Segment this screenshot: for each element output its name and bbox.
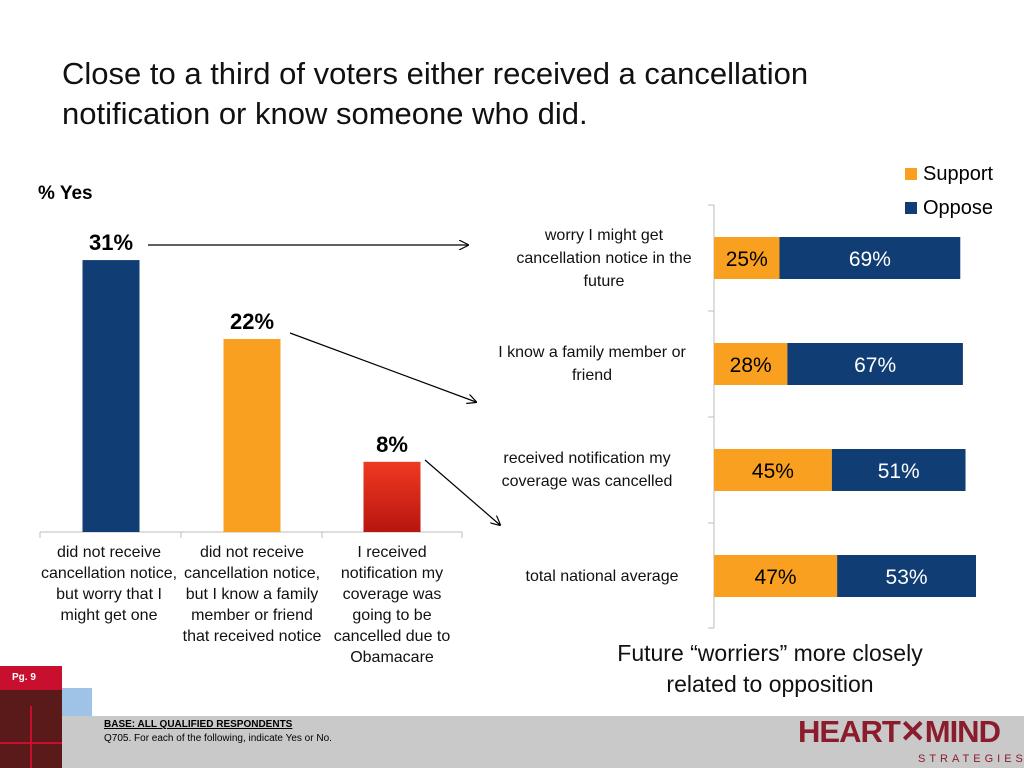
left-category-label: did not receive cancellation notice, but…	[182, 544, 322, 645]
company-logo-subtitle: STRATEGIES	[918, 753, 1024, 765]
left-bar-chart: 31% 22% 8%	[39, 230, 1024, 538]
support-bar	[714, 237, 780, 279]
support-data-label: 45%	[752, 460, 794, 483]
callout-arrow	[424, 459, 500, 525]
right-category-label: received notification my coverage was ca…	[501, 450, 673, 490]
legend: Support Oppose	[905, 157, 993, 225]
left-bar	[363, 461, 421, 532]
company-logo: HEART✕MIND	[798, 714, 1001, 749]
left-bar-data-label: 31%	[89, 230, 133, 255]
conclusion-text: Future “worriers” more closely related t…	[617, 640, 923, 697]
legend-item-support: Support	[905, 157, 993, 191]
legend-label-oppose: Oppose	[923, 196, 994, 219]
oppose-bar	[779, 237, 961, 279]
left-bar-data-label: 8%	[376, 432, 408, 457]
right-stacked-bar-chart: 25% 69% 28% 67% 45% 51% 47% 53%	[708, 204, 976, 629]
support-data-label: 28%	[730, 354, 772, 377]
corner-decoration-blue	[62, 688, 92, 716]
oppose-data-label: 51%	[878, 460, 920, 483]
oppose-data-label: 69%	[849, 248, 891, 271]
page-number-tab	[0, 666, 62, 690]
legend-swatch-oppose	[905, 202, 917, 214]
left-bar-data-label: 22%	[230, 309, 274, 334]
support-bar	[714, 343, 788, 385]
footer-base-note: BASE: ALL QUALIFIED RESPONDENTS	[104, 719, 293, 730]
oppose-data-label: 67%	[854, 354, 896, 377]
right-category-label: worry I might get cancellation notice in…	[516, 227, 692, 290]
oppose-data-label: 53%	[886, 566, 928, 589]
footer-question-note: Q705. For each of the following, indicat…	[104, 733, 332, 744]
right-category-label: I know a family member or friend	[498, 344, 686, 384]
callout-arrow	[289, 332, 476, 402]
support-data-label: 47%	[755, 566, 797, 589]
legend-label-support: Support	[923, 162, 994, 185]
page-number: Pg. 9	[12, 672, 36, 683]
legend-item-oppose: Oppose	[905, 191, 993, 225]
legend-swatch-support	[905, 168, 917, 180]
slide-title: Close to a third of voters either receiv…	[62, 56, 809, 131]
oppose-bar	[787, 343, 963, 385]
oppose-bar	[831, 449, 966, 491]
oppose-bar	[837, 555, 976, 597]
left-category-label: I received notification my coverage was …	[333, 544, 451, 666]
support-data-label: 25%	[726, 248, 768, 271]
right-category-label: total national average	[525, 568, 679, 585]
left-bar	[82, 260, 140, 532]
footer-bar	[0, 716, 1024, 768]
support-bar	[714, 555, 838, 597]
corner-decoration-line	[30, 706, 32, 768]
corner-decoration-line	[0, 742, 62, 744]
left-category-label: did not receive cancellation notice, but…	[40, 544, 178, 624]
support-bar	[714, 449, 832, 491]
left-chart-ylabel: % Yes	[38, 183, 93, 204]
left-bar	[223, 339, 281, 532]
